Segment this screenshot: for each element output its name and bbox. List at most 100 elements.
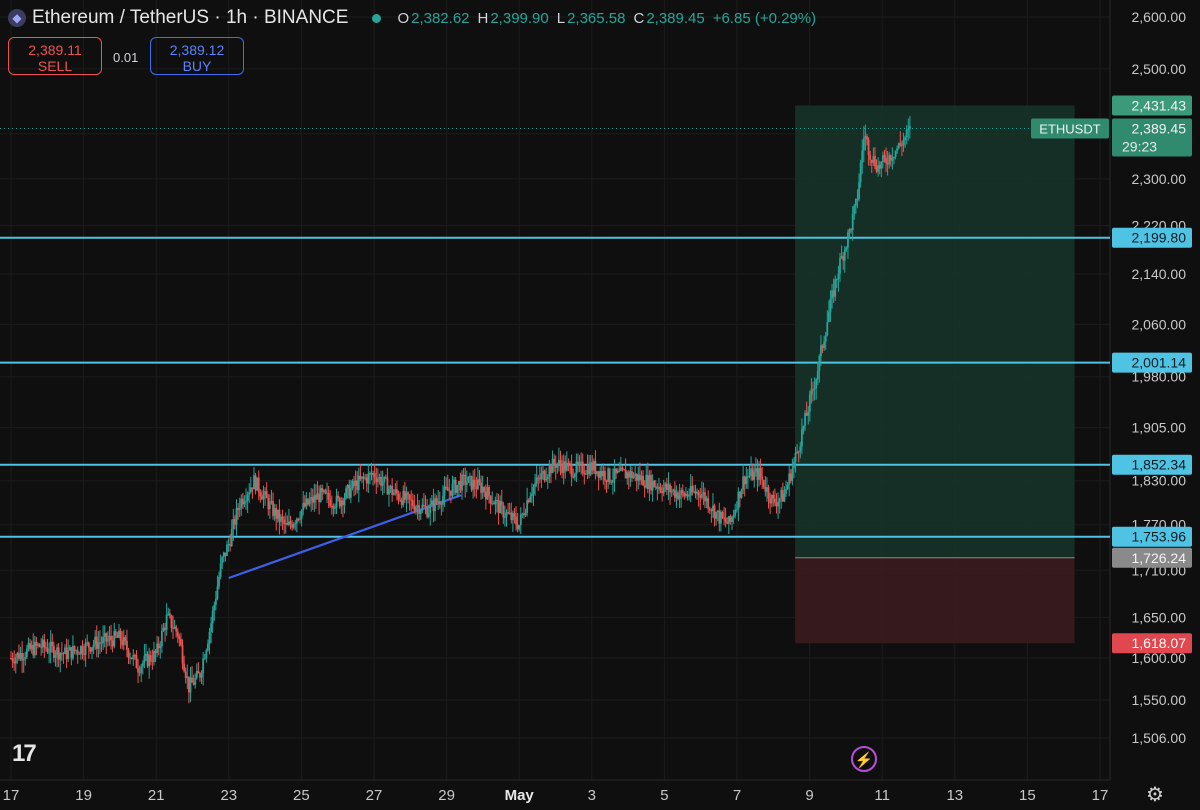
- symbol-title[interactable]: Ethereum / TetherUS · 1h · BINANCE: [32, 7, 349, 28]
- candle-body: [594, 460, 597, 475]
- candle-body: [165, 614, 168, 630]
- candle-body: [322, 490, 325, 492]
- candle-body: [699, 495, 702, 498]
- candle-body: [535, 477, 538, 484]
- candle-body: [481, 487, 484, 493]
- candle-body: [662, 487, 665, 494]
- candle-body: [43, 639, 46, 648]
- candle-body: [38, 644, 41, 647]
- candle-body: [861, 150, 864, 163]
- candle-body: [362, 476, 365, 479]
- lightning-icon[interactable]: ⚡: [851, 746, 877, 772]
- candle-body: [624, 469, 627, 479]
- candle-body: [507, 512, 509, 514]
- candle-body: [278, 509, 281, 522]
- candle-body: [794, 452, 797, 462]
- candle-body: [403, 491, 406, 500]
- candle-body: [443, 486, 446, 496]
- candle-body: [648, 475, 651, 489]
- sell-label: SELL: [37, 58, 73, 74]
- sell-button[interactable]: 2,389.11 SELL: [8, 37, 102, 75]
- candle-body: [518, 525, 521, 530]
- candle-body: [856, 198, 859, 200]
- candle-body: [689, 485, 692, 496]
- tradingview-logo[interactable]: 17: [12, 740, 37, 767]
- candle-body: [100, 642, 103, 644]
- take-profit-zone[interactable]: [795, 105, 1075, 558]
- buy-button[interactable]: 2,389.12 BUY: [150, 37, 244, 75]
- candle-body: [392, 492, 395, 495]
- candle-body: [122, 637, 125, 646]
- candle-body: [726, 522, 729, 524]
- candle-body: [397, 493, 400, 500]
- gear-icon[interactable]: ⚙: [1146, 784, 1164, 806]
- candle-body: [904, 137, 907, 141]
- candle-body: [777, 501, 779, 507]
- candle-body: [203, 658, 206, 660]
- candle-body: [240, 498, 243, 508]
- candle-body: [513, 513, 516, 517]
- candle-body: [867, 139, 870, 156]
- candle-body: [764, 487, 767, 492]
- candle-body: [773, 498, 776, 504]
- candle-body: [357, 475, 360, 490]
- candle-body: [200, 673, 203, 678]
- candle-body: [805, 412, 808, 416]
- candle-body: [110, 635, 112, 641]
- candle-body: [197, 670, 200, 674]
- candle-body: [523, 513, 525, 516]
- buy-price: 2,389.12: [169, 42, 225, 58]
- candle-body: [262, 494, 265, 500]
- candle-body: [540, 473, 543, 480]
- time-axis[interactable]: 17 19 21 23 25 27 29 May 3 5 7 9 11 13 15 17: [3, 787, 1109, 804]
- candle-body: [173, 626, 176, 629]
- candle-body: [778, 498, 781, 502]
- candle-body: [284, 523, 287, 525]
- candle-body: [384, 476, 387, 478]
- candle-body: [478, 479, 481, 483]
- candle-body: [214, 598, 217, 605]
- entry-tag: 1,726.24: [1132, 550, 1187, 566]
- candle-body: [430, 500, 433, 505]
- time-tick-label: 27: [366, 787, 383, 804]
- candle-body: [893, 156, 895, 159]
- candle-body: [138, 672, 141, 674]
- symbol-header[interactable]: ◆ Ethereum / TetherUS · 1h · BINANCE O 2,…: [8, 6, 816, 30]
- time-tick-label: 17: [1092, 787, 1109, 804]
- candle-body: [742, 476, 745, 490]
- candle-body: [292, 524, 295, 528]
- candle-body: [705, 498, 708, 502]
- level-tag-bg: [1112, 227, 1192, 248]
- candle-body: [106, 639, 109, 642]
- candle-body: [305, 498, 308, 507]
- candle-body: [41, 639, 44, 648]
- candle-body: [872, 155, 875, 163]
- candle-body: [121, 640, 124, 646]
- candle-body: [118, 630, 120, 638]
- candle-body: [786, 484, 789, 490]
- candle-body: [548, 466, 551, 477]
- candle-body: [754, 468, 757, 472]
- candle-body: [545, 479, 548, 481]
- candle-body: [477, 479, 479, 490]
- position-zones[interactable]: [795, 105, 1075, 644]
- candle-body: [289, 521, 292, 525]
- candle-body: [619, 467, 622, 472]
- candle-body: [457, 481, 460, 486]
- candle-body: [148, 655, 151, 667]
- candle-body: [246, 494, 249, 501]
- candle-body: [167, 613, 170, 615]
- price-tick-label: 2,600.00: [1132, 9, 1187, 25]
- candles: [10, 116, 911, 704]
- stop-loss-zone[interactable]: [795, 557, 1075, 644]
- candle-body: [553, 458, 556, 465]
- candle-body: [353, 481, 355, 486]
- candle-body: [299, 518, 301, 520]
- candle-body: [670, 490, 673, 493]
- candle-body: [772, 494, 775, 499]
- candle-body: [491, 503, 494, 505]
- candle-body: [49, 641, 52, 653]
- time-tick-label: 25: [293, 787, 310, 804]
- candle-body: [435, 498, 438, 503]
